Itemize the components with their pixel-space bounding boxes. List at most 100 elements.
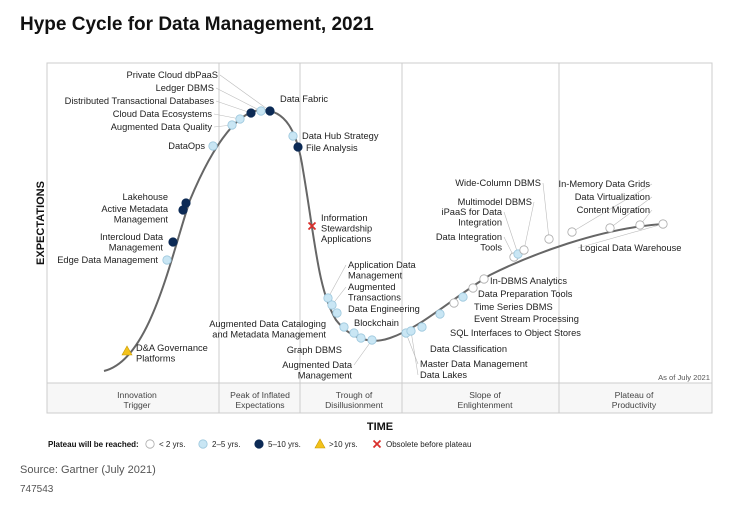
technology-marker: [288, 131, 298, 141]
plot-frame: [46, 62, 713, 384]
technology-marker: [605, 223, 615, 233]
technology-marker: [468, 283, 478, 293]
technology-label: Augmented Data Quality: [111, 122, 213, 132]
technology-label: Data Lakes: [420, 370, 467, 380]
technology-label: Cloud Data Ecosystems: [113, 109, 213, 119]
technology-marker: [449, 298, 459, 308]
technology-marker: [339, 322, 349, 332]
technology-marker: [181, 198, 191, 208]
technology-label: File Analysis: [306, 143, 358, 153]
label-leader-line: [410, 330, 419, 376]
legend-label: 2–5 yrs.: [212, 440, 240, 449]
technology-marker: [367, 335, 377, 345]
label-leader-line: [219, 74, 271, 112]
technology-marker: [332, 308, 342, 318]
technology-marker: [356, 333, 366, 343]
technology-label: Data Preparation Tools: [478, 289, 573, 299]
technology-label: Data Fabric: [280, 94, 328, 104]
technology-label: Content Migration: [577, 205, 650, 215]
technology-label: Intercloud Data Management: [100, 232, 164, 253]
technology-label: Application Data Management: [348, 260, 417, 281]
technology-label: Lakehouse: [123, 192, 169, 202]
technology-label: DataOps: [168, 141, 205, 151]
legend-label: >10 yrs.: [329, 440, 358, 449]
phase-label: Peak of Inflated Expectations: [230, 390, 290, 410]
technology-marker: [293, 142, 303, 152]
source-note: Source: Gartner (July 2021): [20, 464, 156, 476]
technology-marker: [458, 292, 468, 302]
technology-label: In-Memory Data Grids: [559, 179, 651, 189]
label-leader-line: [571, 183, 653, 233]
technology-label: Data Integration Tools: [436, 232, 503, 253]
technology-label: Edge Data Management: [57, 255, 158, 265]
label-leader-line: [405, 332, 419, 365]
label-leader-line: [542, 182, 550, 240]
technology-marker: [406, 326, 416, 336]
technology-marker: [256, 106, 266, 116]
legend-label: 5–10 yrs.: [268, 440, 301, 449]
phase-band: [46, 382, 713, 414]
legend-marker: [198, 439, 208, 449]
legend-label: Obsolete before plateau: [386, 440, 471, 449]
technology-label: Blockchain: [354, 318, 399, 328]
technology-label: Data Engineering: [348, 304, 420, 314]
phase-label: Slope of Enlightenment: [458, 390, 514, 410]
technology-marker: [208, 141, 218, 151]
technology-marker: [235, 114, 245, 124]
label-leader-line: [503, 211, 519, 255]
label-leader-line: [215, 100, 252, 114]
label-leader-line: [215, 87, 262, 112]
technology-label: Private Cloud dbPaaS: [127, 70, 218, 80]
technology-label: Multimodel DBMS: [458, 197, 532, 207]
y-axis-label: EXPECTATIONS: [35, 181, 47, 265]
as-of-note: As of July 2021: [658, 373, 710, 382]
technology-marker: [435, 309, 445, 319]
technology-label: Ledger DBMS: [156, 83, 214, 93]
legend-marker: [372, 439, 382, 449]
technology-label: Data Classification: [430, 344, 507, 354]
technology-marker: [168, 237, 178, 247]
label-leader-line: [577, 223, 664, 249]
technology-marker: [246, 108, 256, 118]
legend-marker: [254, 439, 264, 449]
legend-title: Plateau will be reached:: [48, 440, 139, 449]
technology-label: Event Stream Processing: [474, 314, 579, 324]
x-axis-label: TIME: [367, 421, 393, 433]
technology-label: Augmented Data Management: [282, 360, 353, 381]
technology-label: Data Virtualization: [575, 192, 650, 202]
technology-marker: [417, 322, 427, 332]
technology-label: Wide-Column DBMS: [455, 178, 541, 188]
technology-label: Logical Data Warehouse: [580, 243, 681, 253]
technology-label: In-DBMS Analytics: [490, 276, 567, 286]
label-leader-line: [523, 201, 535, 251]
technology-marker: [121, 345, 133, 356]
legend-marker: [145, 439, 155, 449]
label-leader-line: [327, 264, 347, 299]
legend-label: < 2 yrs.: [159, 440, 185, 449]
technology-label: D&A Governance Platforms: [136, 343, 208, 364]
technology-label: Augmented Transactions: [348, 282, 401, 303]
technology-marker: [307, 221, 317, 231]
technology-labels: D&A Governance Platforms Edge Data Managem…: [57, 70, 681, 381]
legend-marker: [314, 438, 326, 449]
technology-markers: [121, 106, 668, 356]
technology-marker: [658, 219, 668, 229]
technology-label: Information Stewardship Applications: [321, 213, 372, 244]
technology-marker: [479, 274, 489, 284]
technology-marker: [635, 220, 645, 230]
technology-label: Distributed Transactional Databases: [65, 96, 215, 106]
technology-marker: [162, 255, 172, 265]
technology-marker: [544, 234, 554, 244]
label-leader-line: [609, 196, 653, 229]
page-title: Hype Cycle for Data Management, 2021: [20, 14, 374, 35]
phase-labels: Innovation Trigger Peak of Inflated Expecta…: [117, 390, 657, 410]
label-leader-line: [353, 339, 373, 366]
technology-marker: [567, 227, 577, 237]
technology-marker: [519, 245, 529, 255]
hype-curve: [103, 108, 664, 372]
technology-marker: [327, 300, 337, 310]
technology-label: Graph DBMS: [287, 345, 342, 355]
phase-label: Innovation Trigger: [117, 390, 157, 410]
technology-label: Augmented Data Cataloging and Metadata Ma…: [209, 319, 326, 340]
hype-cycle-chart: Innovation Trigger Peak of Inflated Expecta…: [35, 62, 713, 449]
